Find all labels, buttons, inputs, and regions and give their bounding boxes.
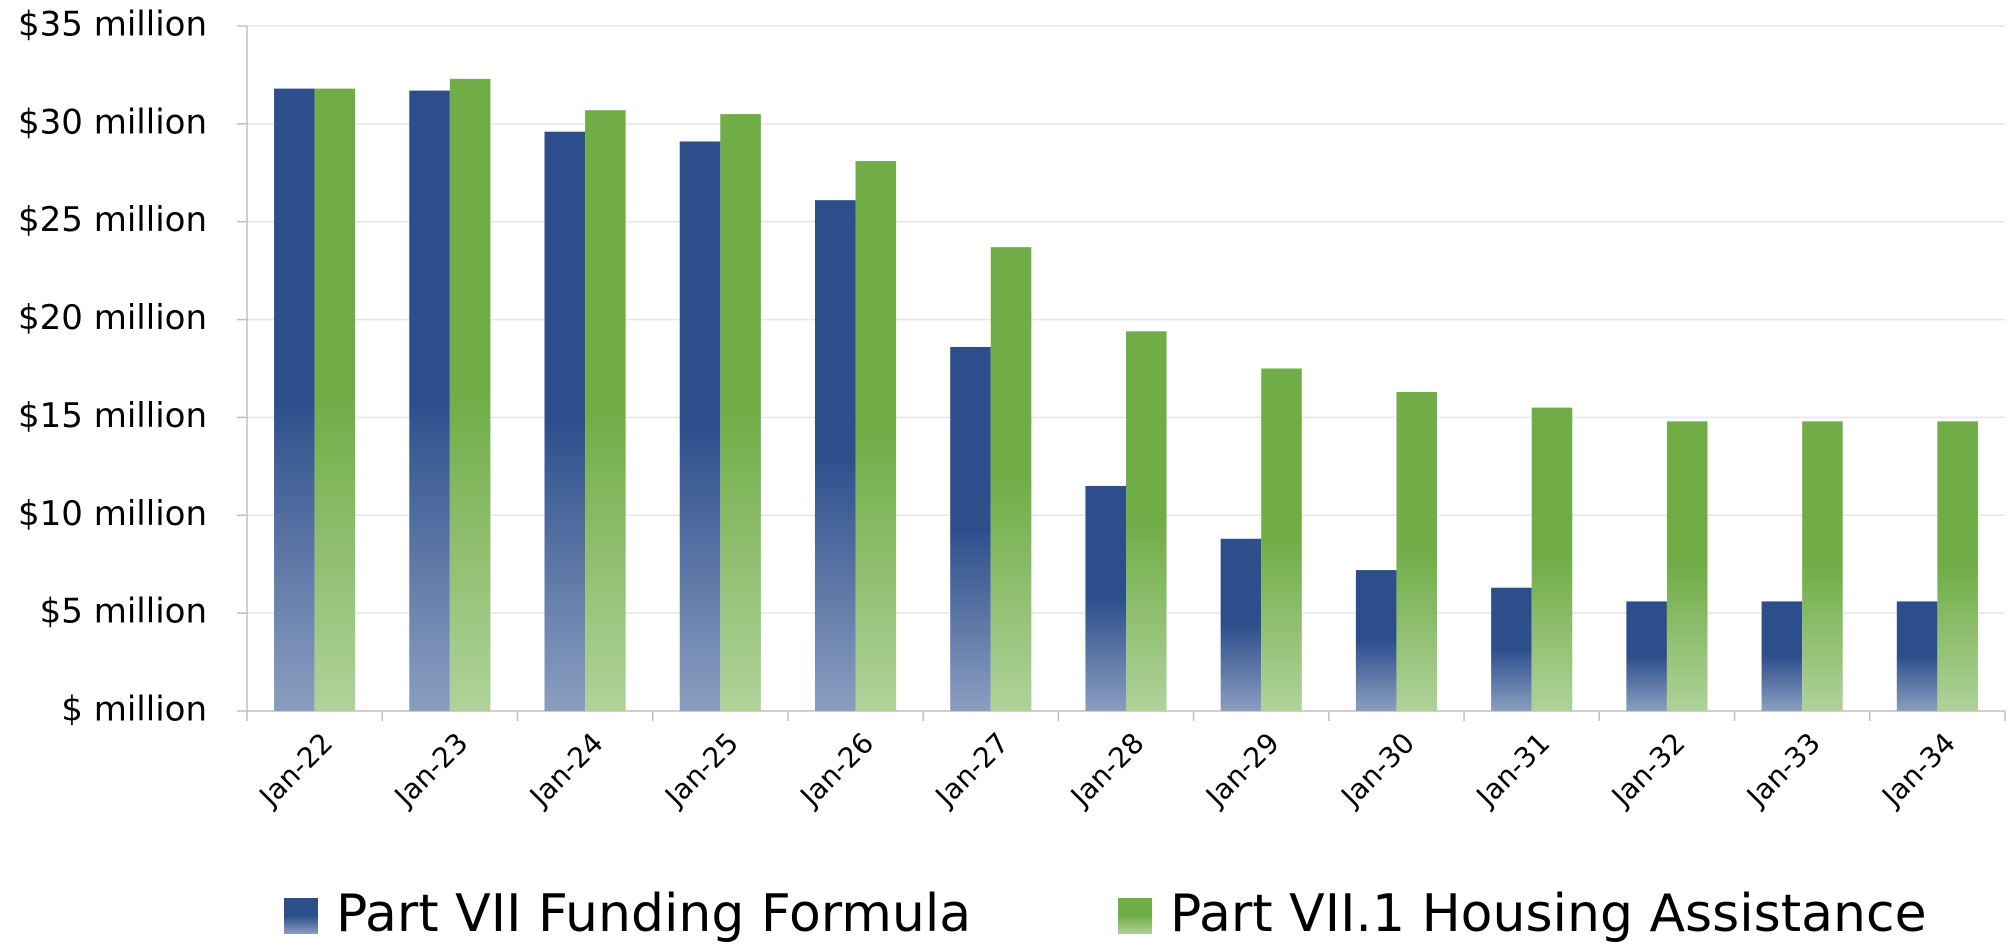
bar bbox=[1220, 538, 1262, 711]
bar bbox=[544, 131, 586, 711]
bar bbox=[1355, 570, 1397, 711]
x-tick-label: Jan-26 bbox=[793, 726, 881, 814]
bar bbox=[585, 110, 626, 711]
legend-swatch bbox=[1118, 898, 1152, 934]
bar bbox=[1261, 368, 1302, 711]
x-tick-label: Jan-28 bbox=[1063, 726, 1151, 814]
bar bbox=[1666, 421, 1708, 711]
bar bbox=[990, 247, 1032, 711]
bar bbox=[1396, 391, 1438, 711]
y-tick-label: $15 million bbox=[18, 396, 207, 436]
bar bbox=[814, 200, 856, 711]
bar bbox=[1896, 601, 1938, 711]
y-tick-label: $5 million bbox=[40, 592, 207, 632]
x-tick-label: Jan-31 bbox=[1469, 726, 1557, 814]
bar bbox=[950, 346, 991, 711]
x-tick-label: Jan-34 bbox=[1874, 726, 1962, 814]
bar bbox=[274, 88, 315, 712]
bar bbox=[1531, 407, 1573, 711]
bar bbox=[1085, 485, 1126, 711]
bar bbox=[1491, 587, 1532, 711]
bar bbox=[1802, 421, 1843, 711]
bar bbox=[409, 90, 450, 712]
x-tick-label: Jan-24 bbox=[522, 726, 610, 814]
y-tick-label: $35 million bbox=[18, 5, 207, 45]
y-tick-label: $10 million bbox=[18, 494, 207, 534]
bar bbox=[1626, 601, 1667, 711]
bar bbox=[1761, 601, 1803, 711]
bar bbox=[679, 141, 721, 711]
x-tick-label: Jan-25 bbox=[657, 726, 745, 814]
x-tick-label: Jan-23 bbox=[387, 726, 475, 814]
legend-label: Part VII Funding Formula bbox=[336, 884, 971, 944]
bar bbox=[314, 88, 356, 712]
y-tick-label: $25 million bbox=[18, 200, 207, 240]
bar bbox=[1126, 331, 1167, 711]
y-tick-label: $30 million bbox=[18, 102, 207, 142]
x-tick-label: Jan-29 bbox=[1198, 726, 1286, 814]
y-tick-label: $20 million bbox=[18, 298, 207, 338]
bar bbox=[449, 78, 491, 712]
x-tick-label: Jan-22 bbox=[252, 726, 340, 814]
bar bbox=[720, 114, 761, 712]
x-tick-label: Jan-32 bbox=[1604, 726, 1692, 814]
bar bbox=[1937, 421, 1978, 711]
x-tick-label: Jan-33 bbox=[1739, 726, 1827, 814]
bar bbox=[855, 161, 897, 712]
y-tick-label: $ million bbox=[61, 690, 207, 730]
legend-label: Part VII.1 Housing Assistance bbox=[1170, 884, 1927, 944]
legend-swatch bbox=[284, 898, 318, 934]
x-tick-label: Jan-27 bbox=[928, 726, 1016, 814]
x-tick-label: Jan-30 bbox=[1333, 726, 1421, 814]
